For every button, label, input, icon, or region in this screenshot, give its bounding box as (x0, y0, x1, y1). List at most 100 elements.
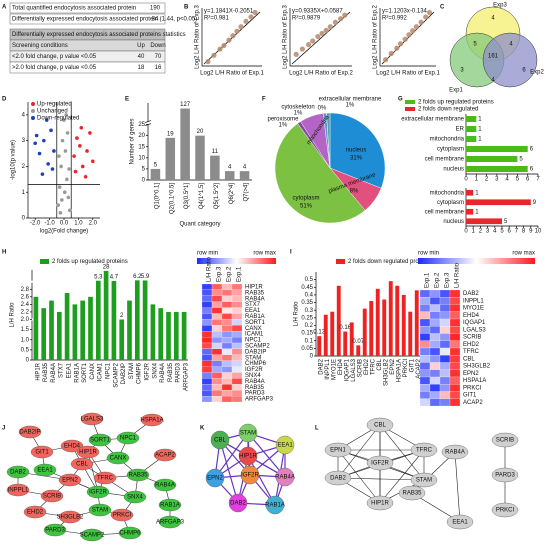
heatmap-cell (419, 297, 431, 305)
venn-set (482, 32, 538, 88)
y-tick-label: 2.6 (21, 294, 30, 300)
heatmap-cell (419, 384, 431, 392)
network-node (6, 465, 30, 479)
x-tick-label: EEA1 (66, 362, 72, 378)
node-label: DAB2IP (19, 430, 40, 436)
row-label: MYO1E (463, 306, 484, 312)
heatmap-cell (231, 307, 243, 314)
heatmap-cell (429, 391, 441, 399)
row-label: RAB4A (245, 379, 265, 385)
x-tick-label: 5 (500, 229, 504, 235)
x-tick-label: SCRIB (358, 359, 364, 377)
heatmap-cell (211, 313, 223, 320)
x-tick-label: DAB2IP (121, 363, 127, 384)
bar (343, 331, 348, 356)
x-tick-label: 4 (505, 177, 509, 183)
bar (466, 156, 518, 162)
network-node (491, 432, 519, 448)
row-label: INPPL1 (463, 298, 484, 304)
network-node (23, 505, 47, 519)
y-tick-label: 0 (142, 178, 146, 184)
bar (401, 294, 406, 356)
heatmap-cell (201, 396, 213, 403)
heatmap-cell (211, 307, 223, 314)
row-label: SORT1 (245, 320, 266, 326)
row-label: STX7 (245, 302, 261, 308)
node-label: RAB1A (265, 503, 285, 509)
x-tick-label: -2.0 (30, 221, 41, 227)
heatmap-cell (221, 307, 233, 314)
heatmap-cell (231, 337, 243, 344)
value-label: 4.7 (110, 275, 119, 281)
equation: R²=0.9879 (292, 16, 321, 22)
node-label: DAB2 (10, 470, 26, 476)
point (37, 151, 42, 156)
network-edge (379, 449, 425, 504)
panel-label: L (315, 426, 319, 432)
heatmap-cell (221, 295, 233, 302)
venn-label: Exp2 (530, 70, 544, 76)
heatmap-cell (439, 384, 451, 392)
value-label: 11 (212, 149, 219, 155)
x-tick-label: 10 (535, 229, 542, 235)
row-label: EEA1 (245, 308, 261, 314)
y-tick-label: 1.5 (21, 327, 30, 333)
table-cell: 34 (152, 17, 159, 23)
heatmap-cell (221, 325, 233, 332)
slice-label: cytoplasm (292, 196, 319, 202)
node-label: HSPA1A (140, 418, 163, 424)
network-edge (379, 424, 425, 481)
equation: R²=0.981 (204, 16, 230, 22)
node-label: PRKCI (113, 513, 132, 519)
venn-count: 4 (491, 16, 495, 22)
bar (165, 137, 176, 180)
bar (158, 308, 164, 360)
heatmap-cell (439, 362, 451, 370)
heatmap-cell (419, 398, 431, 407)
point (60, 138, 65, 143)
point (52, 149, 56, 153)
point (418, 19, 424, 25)
point (243, 18, 249, 24)
legend-swatch (31, 102, 35, 106)
point (248, 14, 254, 20)
point (33, 141, 37, 146)
x-tick-label: SORT1 (82, 362, 88, 383)
heatmap-cell (221, 396, 233, 403)
table-header: Screening conditions (12, 43, 68, 49)
heatmap-cell (221, 283, 233, 291)
x-tick-label: GIT1 (410, 358, 416, 372)
heatmap-cell (449, 289, 461, 298)
heatmap-cell (439, 318, 451, 327)
row-label: SH3GLB2 (463, 364, 491, 370)
heatmap-cell (439, 297, 451, 305)
heatmap-cell (439, 347, 451, 356)
heatmap-cell (231, 325, 243, 332)
y-tick-label: 15 (138, 144, 145, 150)
legend-label: 2 folds down regulated (418, 107, 478, 113)
legend-label: Up-regulated (37, 102, 72, 108)
heatmap-cell (221, 331, 233, 338)
venn-count: 5 (473, 42, 477, 48)
point (426, 9, 433, 16)
value-label: 5 (504, 219, 508, 225)
point (44, 118, 49, 122)
node-label: ACAP2 (155, 453, 175, 459)
x-tick-label: Q5(1.5^2] (214, 183, 220, 209)
network-node (43, 523, 67, 537)
node-label: IGF2R (371, 461, 389, 467)
point (406, 32, 412, 38)
value-label: 5.9 (141, 274, 150, 280)
bar (180, 108, 190, 180)
column-label: L/H Ratio (207, 256, 213, 282)
bar (150, 168, 161, 180)
y-tick-label: 2.4 (21, 302, 30, 308)
y-axis-label: Number of genes (130, 118, 136, 164)
y-axis-label: L/H Ratio (294, 301, 300, 327)
heatmap-cell (221, 390, 233, 397)
heatmap-cell (211, 378, 223, 385)
column-label: Exp.2 (227, 266, 233, 282)
bar (336, 285, 341, 356)
venn-count: 6 (522, 68, 526, 74)
point (338, 16, 344, 22)
